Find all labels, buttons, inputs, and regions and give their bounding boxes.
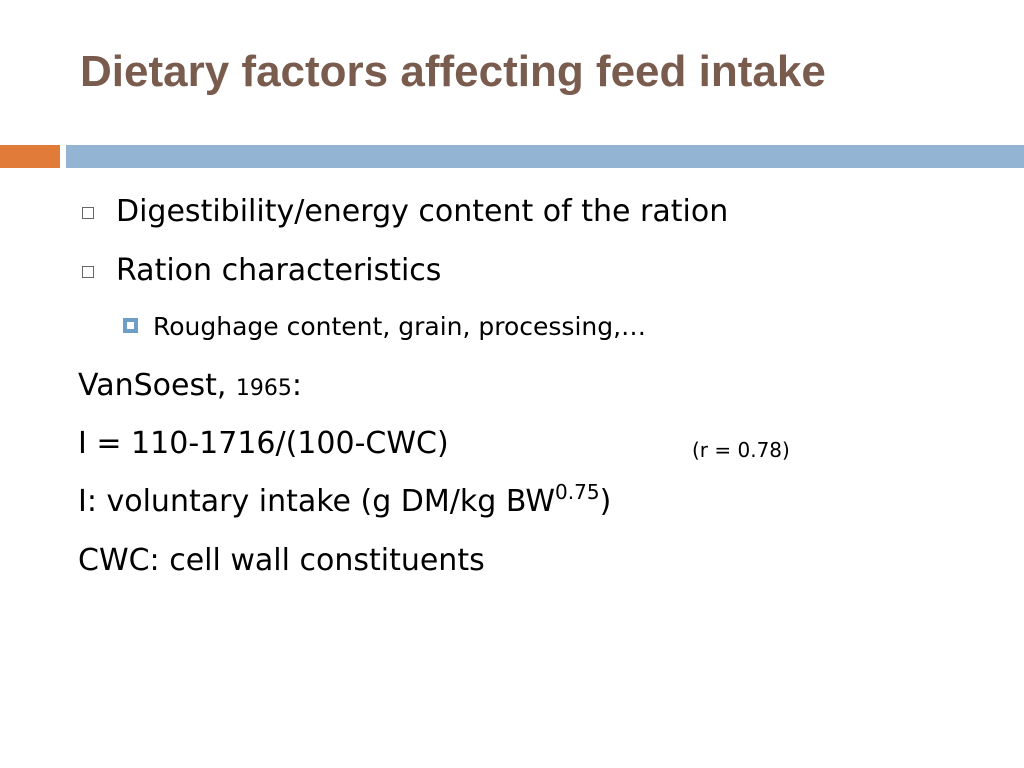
- bullet-digestibility: Digestibility/energy content of the rati…: [116, 194, 729, 229]
- hollow-square-bullet-icon: [82, 266, 94, 278]
- bullet-ration-characteristics: Ration characteristics: [116, 253, 442, 288]
- definition-intake-close: ): [599, 484, 612, 519]
- sub-bullet-roughage: Roughage content, grain, processing,…: [153, 312, 647, 341]
- hollow-square-bullet-icon: [82, 207, 94, 219]
- reference-author: VanSoest,: [78, 368, 236, 403]
- slide-title: Dietary factors affecting feed intake: [80, 47, 826, 96]
- correlation-coefficient: (r = 0.78): [692, 438, 790, 462]
- definition-intake: I: voluntary intake (g DM/kg BW0.75): [78, 482, 611, 522]
- metabolic-weight-exponent: 0.75: [555, 480, 600, 504]
- filled-square-bullet-icon: [123, 318, 138, 333]
- intake-equation: I = 110-1716/(100-CWC): [78, 426, 449, 461]
- reference-line: VanSoest, 1965:: [78, 366, 302, 409]
- title-divider-bar: [66, 145, 1024, 168]
- title-accent-bar: [0, 145, 60, 168]
- reference-colon: :: [291, 368, 303, 403]
- reference-year: 1965: [235, 376, 292, 401]
- definition-cwc: CWC: cell wall constituents: [78, 543, 485, 578]
- definition-intake-text: I: voluntary intake (g DM/kg BW: [78, 484, 556, 519]
